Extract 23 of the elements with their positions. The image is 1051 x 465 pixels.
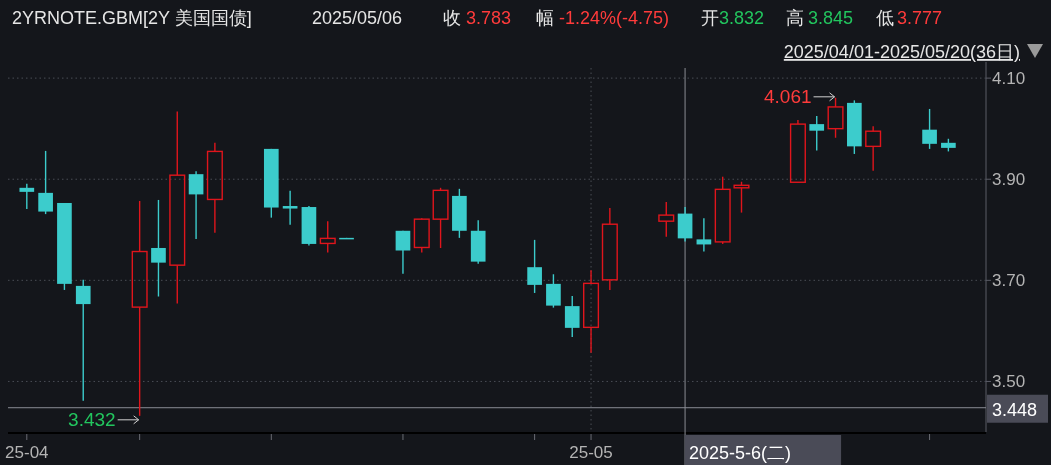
text: 开	[701, 8, 719, 28]
x-tick-label: 25-04	[5, 443, 49, 462]
ref-line-label: 2025-5-6(二)	[689, 443, 792, 463]
y-tick-label: 4.10	[992, 69, 1026, 89]
text: 高	[786, 8, 804, 28]
chart-title: 2YRNOTE.GBM[2Y 美国国债]	[12, 8, 252, 28]
ref-line-label: 3.448	[992, 399, 1038, 420]
y-tick-label: 3.50	[992, 372, 1026, 392]
text: 3.845	[808, 8, 854, 28]
text: 低	[876, 8, 894, 28]
y-tick-label: 3.90	[992, 170, 1026, 190]
text: -1.24%(-4.75)	[559, 8, 670, 28]
text: 2025/05/06	[312, 8, 403, 28]
text: 收	[443, 8, 461, 28]
chart-subtitle: 2025/04/01-2025/05/20(36日)	[783, 42, 1020, 62]
x-tick-label: 25-05	[569, 443, 613, 462]
text: 3.832	[719, 8, 765, 28]
annotation: 4.061	[763, 85, 812, 107]
text: 幅	[536, 8, 554, 28]
y-tick-label: 3.70	[992, 271, 1026, 291]
text: 3.777	[897, 8, 943, 28]
text: 3.783	[466, 8, 512, 28]
annotation: 3.432	[68, 408, 116, 430]
